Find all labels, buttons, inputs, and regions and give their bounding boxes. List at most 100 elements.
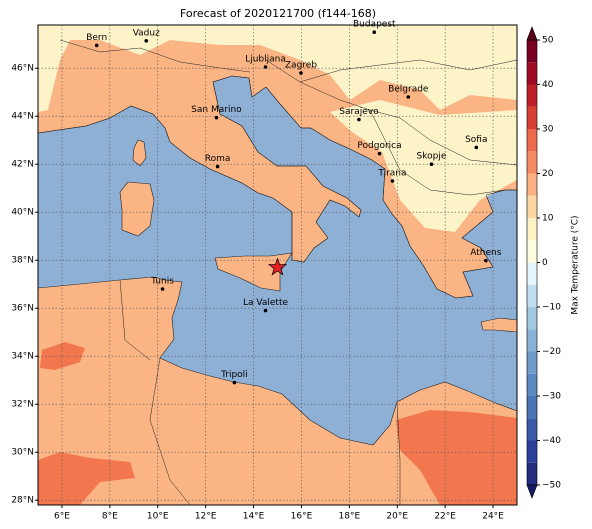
x-tick-label: 8°E [102, 512, 118, 522]
city-label: Belgrade [388, 85, 429, 95]
colorbar-tick-label: −50 [542, 481, 561, 491]
y-tick-label: 36°N [11, 304, 34, 314]
city-label: Roma [205, 154, 231, 164]
city-label: Ljubljana [245, 55, 286, 65]
city-label: Sofia [465, 135, 487, 145]
land-crete [480, 317, 517, 333]
y-tick-label: 30°N [11, 448, 34, 458]
colorbar-bin [527, 62, 537, 85]
city-dot [377, 151, 382, 156]
graticule [38, 25, 517, 505]
forecast-marker [267, 257, 288, 276]
colorbar-bin [527, 106, 537, 129]
colorbar-label: Max Temperature (°C) [571, 215, 581, 314]
colorbar-bin [527, 84, 537, 107]
x-tick-label: 20°E [386, 512, 408, 522]
city-label: La Valette [243, 298, 288, 308]
city-label: Athens [470, 248, 501, 258]
colorbar-bin [527, 40, 537, 63]
x-tick-label: 16°E [291, 512, 313, 522]
land-sardinia [119, 181, 155, 237]
colorbar-bin [527, 307, 537, 330]
city-dot [214, 115, 219, 120]
city-label: Podgorica [357, 141, 401, 151]
city-dot [357, 117, 361, 122]
colorbar-tick-label: 0 [542, 258, 548, 268]
y-tick-label: 40°N [11, 208, 34, 218]
city-dot [484, 258, 488, 263]
country-border [119, 279, 401, 505]
colorbar-bin [527, 373, 537, 396]
x-tick-label: 12°E [195, 512, 217, 522]
colorbar-bin [527, 240, 537, 263]
colorbar-bin [527, 129, 537, 152]
city-dot [299, 71, 303, 75]
city-dot [390, 179, 395, 183]
city-dot [232, 380, 237, 385]
colorbar-tick-label: 10 [542, 214, 554, 224]
colorbar-tick-label: 40 [542, 80, 554, 90]
warm-zone [396, 410, 517, 505]
city-dot [160, 287, 165, 291]
y-tick-label: 34°N [11, 352, 34, 362]
city-dot [144, 39, 149, 43]
colorbar-bin [527, 262, 537, 285]
colorbar-tick-label: 20 [542, 169, 554, 179]
colorbar-bin [527, 151, 537, 174]
city-dot [215, 164, 220, 169]
map-body [38, 25, 517, 505]
colorbar-tick-label: −40 [542, 436, 561, 446]
colorbar-tick-label: 50 [542, 36, 554, 46]
x-tick-label: 6°E [54, 512, 70, 522]
city-dot [429, 162, 434, 166]
city-dot [263, 65, 268, 69]
colorbar-tick-label: −10 [542, 303, 561, 313]
y-tick-label: 46°N [11, 64, 34, 74]
coastline [38, 75, 517, 299]
land-corsica [132, 139, 147, 167]
city-dot [474, 145, 479, 150]
city-dot [406, 95, 411, 99]
map-title: Forecast of 2020121700 (f144-168) [180, 7, 376, 20]
map-frame [37, 24, 518, 506]
colorbar-bin [527, 329, 537, 352]
cool-zone [330, 100, 517, 232]
country-border [59, 39, 517, 196]
colorbar-bin [527, 284, 537, 307]
colorbar-bin [527, 418, 537, 441]
city-label: Zagreb [285, 61, 317, 71]
colorbar-bin [527, 462, 537, 485]
city-dot [372, 30, 377, 34]
city-label: Skopje [417, 152, 447, 162]
city-label: Sarajevo [339, 107, 379, 117]
y-tick-label: 28°N [11, 496, 34, 506]
x-tick-label: 14°E [243, 512, 265, 522]
colorbar-tick-label: 30 [542, 125, 554, 135]
colorbar-tick-label: −20 [542, 347, 561, 357]
y-tick-label: 32°N [11, 400, 34, 410]
city-label: Tirana [377, 169, 406, 179]
city-label: Tripoli [220, 370, 248, 380]
colorbar-tick-label: −30 [542, 392, 561, 402]
colorbar-bin [527, 173, 537, 196]
city-dot [263, 308, 268, 313]
colorbar-bin [527, 440, 537, 463]
x-tick-label: 10°E [147, 512, 169, 522]
colorbar-bin [527, 351, 537, 374]
city-dot [94, 43, 99, 48]
city-label: Vaduz [133, 28, 160, 38]
y-tick-label: 44°N [11, 112, 34, 122]
colorbar-extend-under [526, 484, 538, 499]
x-tick-label: 22°E [434, 512, 456, 522]
city-label: Bern [86, 33, 107, 43]
x-tick-label: 18°E [339, 512, 361, 522]
y-tick-label: 38°N [11, 256, 34, 266]
colorbar-bin [527, 195, 537, 218]
city-label: San Marino [191, 105, 242, 115]
city-label: Budapest [353, 20, 396, 30]
city-label: Tunis [150, 277, 174, 287]
colorbar-extend-over [526, 26, 538, 41]
x-tick-label: 24°E [482, 512, 504, 522]
y-tick-label: 42°N [11, 160, 34, 170]
